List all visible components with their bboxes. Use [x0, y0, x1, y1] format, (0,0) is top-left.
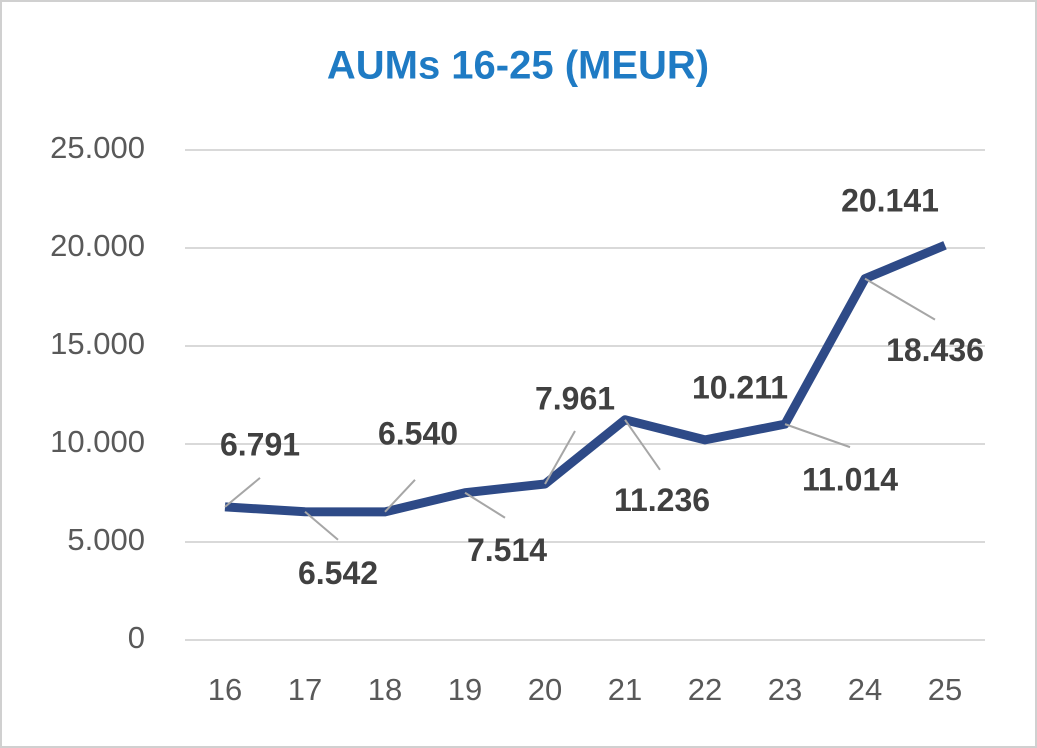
data-label: 11.014 [802, 462, 898, 498]
x-tick-label: 19 [448, 672, 482, 707]
leader-line [464, 491, 506, 519]
y-tick-label: 15.000 [50, 326, 145, 361]
x-tick-label: 16 [208, 672, 242, 707]
y-tick-label: 25.000 [50, 130, 145, 165]
x-tick-label: 21 [608, 672, 642, 707]
leader-line [304, 511, 339, 541]
data-label: 18.436 [886, 332, 984, 368]
leader-line [384, 479, 416, 513]
data-label: 10.211 [692, 369, 788, 405]
leader-line [784, 423, 851, 449]
leader-line [544, 430, 576, 485]
x-tick-label: 18 [368, 672, 402, 707]
x-tick-label: 25 [928, 672, 962, 707]
data-label: 7.514 [467, 532, 547, 568]
x-tick-label: 20 [528, 672, 562, 707]
y-tick-label: 5.000 [67, 522, 145, 557]
data-label: 6.540 [378, 415, 458, 451]
data-label: 6.791 [220, 426, 300, 462]
y-tick-label: 20.000 [50, 228, 145, 263]
y-tick-label: 10.000 [50, 424, 145, 459]
leader-line [624, 419, 661, 471]
x-tick-label: 23 [768, 672, 802, 707]
x-tick-label: 24 [848, 672, 882, 707]
leader-line [224, 477, 261, 508]
line-series [224, 241, 947, 517]
x-tick-label: 17 [288, 672, 322, 707]
y-tick-label: 0 [128, 620, 145, 655]
leader-line [864, 277, 936, 321]
chart-title: AUMs 16-25 (MEUR) [327, 44, 709, 88]
data-label: 6.542 [298, 555, 378, 591]
x-tick-label: 22 [688, 672, 722, 707]
data-label: 20.141 [841, 183, 939, 219]
data-label: 11.236 [614, 482, 710, 518]
data-label: 7.961 [535, 380, 615, 416]
